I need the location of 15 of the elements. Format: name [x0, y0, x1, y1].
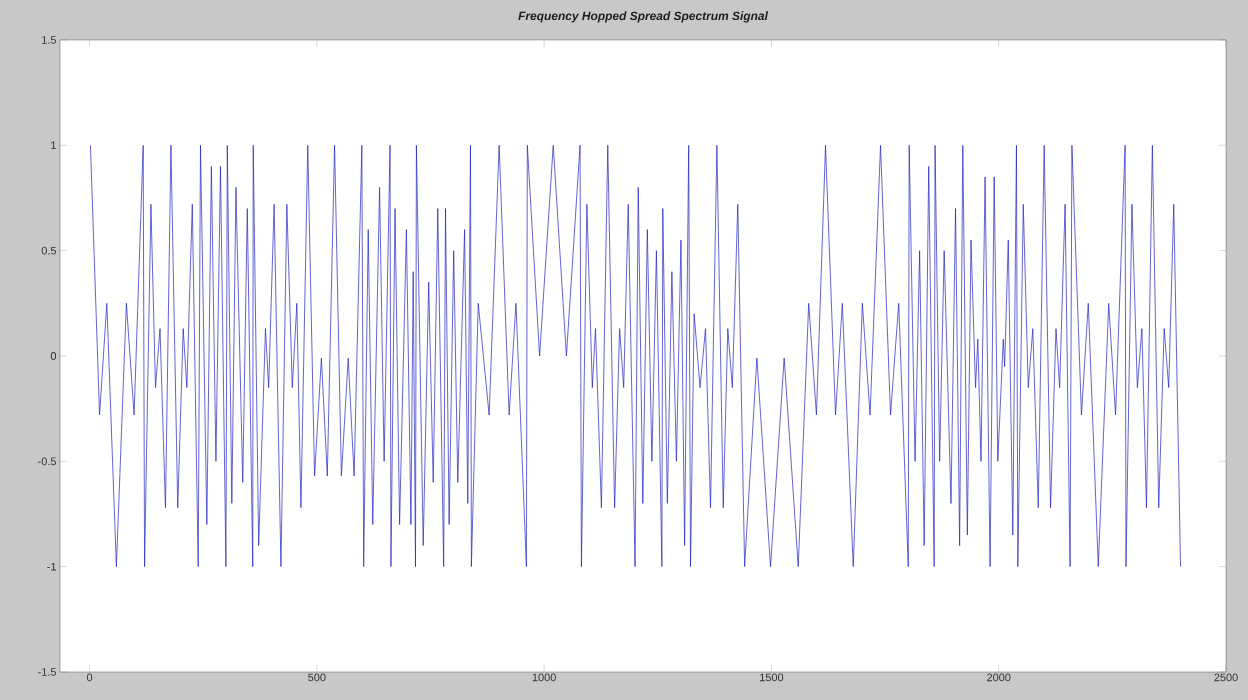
- x-tick-label: 0: [86, 673, 93, 682]
- y-tick-label: 1: [51, 141, 56, 150]
- x-tick-label: 1500: [760, 673, 784, 682]
- y-tick-label: 1.5: [42, 36, 57, 44]
- x-tick-label: 2000: [987, 673, 1011, 682]
- y-tick-label: 0.5: [41, 246, 57, 255]
- x-tick-label: 2500: [1214, 673, 1238, 682]
- line-series: [90, 144, 1181, 567]
- x-tick-label: 500: [308, 673, 326, 682]
- y-tick-label: 0: [50, 352, 57, 360]
- chart-title: Frequency Hopped Spread Spectrum Signal: [518, 11, 769, 23]
- x-tick-label: 1000: [532, 673, 556, 682]
- y-tick-label: -1.5: [38, 668, 57, 676]
- y-tick-label: -1: [47, 562, 56, 571]
- y-tick-label: -0.5: [38, 457, 57, 466]
